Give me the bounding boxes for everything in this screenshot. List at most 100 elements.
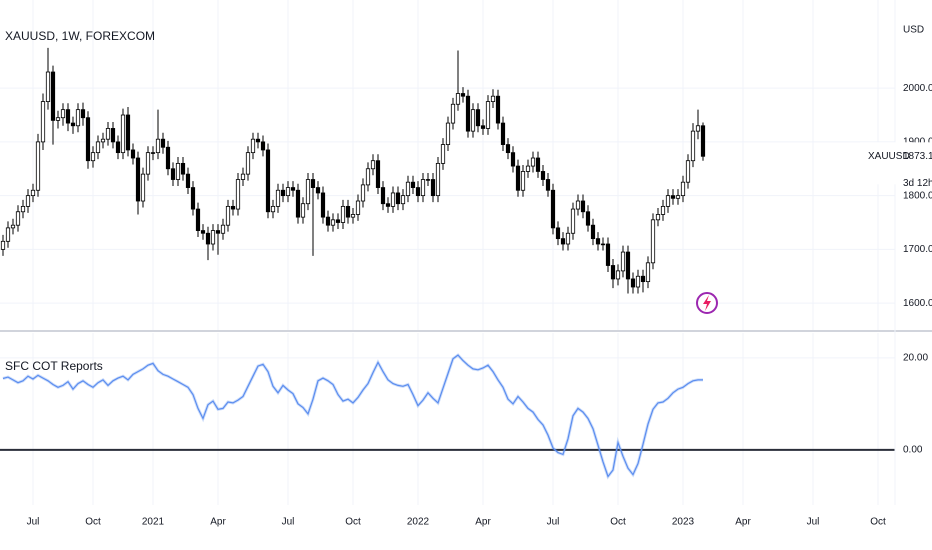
candle-body [165, 146, 171, 170]
candle-body [365, 168, 371, 186]
candle-body [615, 270, 621, 280]
candle-body [265, 149, 271, 213]
candle-body [105, 128, 111, 140]
y-tick-label: 1600.00 [903, 298, 932, 309]
labels: Jul Oct 2021 Apr Jul Oct 2022 Apr Jul Oct 2023 Apr J… [27, 83, 932, 528]
candle-body [55, 117, 61, 121]
x-tick-label: Jul [282, 517, 295, 528]
x-tick-label: Apr [475, 517, 491, 528]
candle-body [230, 205, 236, 210]
candle-body [630, 278, 636, 288]
candle-body [350, 214, 356, 218]
candle-body [100, 138, 106, 143]
candle-body [520, 171, 526, 191]
candle-body [195, 208, 201, 231]
candle-body [30, 189, 36, 197]
candle-body [435, 162, 441, 197]
candle-body [80, 109, 86, 119]
candle-body [395, 192, 401, 205]
candle-body [150, 152, 156, 154]
candle-body [430, 179, 436, 197]
candle-body [385, 203, 391, 207]
candle-body [660, 205, 666, 215]
candle-body [95, 141, 101, 154]
candle-body [25, 195, 31, 207]
candle-body [450, 103, 456, 124]
candle-body [675, 195, 681, 199]
candle-body [605, 243, 611, 266]
y-tick-label: 1800.00 [903, 190, 932, 201]
candle-body [620, 251, 626, 272]
candle-body [655, 214, 661, 221]
x-tick-label: 2023 [672, 517, 695, 528]
x-tick-label: Oct [870, 517, 886, 528]
y-tick-label: 2000.00 [903, 83, 932, 94]
candle-body [75, 109, 81, 127]
candle-body [200, 230, 206, 234]
candle-body [455, 93, 461, 105]
candle-body [180, 162, 186, 175]
candle-body [355, 200, 361, 215]
x-tick-label: Jul [547, 517, 560, 528]
candle-body [390, 192, 396, 207]
candle-body [85, 117, 91, 162]
candle-body [10, 224, 16, 229]
candle-body [575, 200, 581, 210]
candle-body [90, 152, 96, 162]
candle-body [140, 173, 146, 202]
candle-body [70, 122, 76, 127]
candle-body [20, 205, 26, 213]
candle-body [300, 203, 306, 218]
candle-body [210, 230, 216, 245]
candle-body [45, 71, 51, 102]
candle-body [370, 160, 376, 170]
candle-body [155, 138, 161, 154]
candle-body [145, 152, 151, 175]
candle-body [525, 165, 531, 172]
candle-body [565, 232, 571, 245]
candle-body [235, 179, 241, 210]
candle-body [460, 93, 466, 97]
candle-body [270, 205, 276, 213]
x-tick-label: Jul [27, 517, 40, 528]
candle-body [325, 216, 331, 226]
x-tick-label: Apr [735, 517, 751, 528]
indicator-line [2, 354, 703, 478]
candle-body [475, 109, 481, 127]
candle-body [170, 168, 176, 180]
lightning-icon[interactable] [696, 292, 718, 314]
candle-body [310, 179, 316, 188]
candle-body [415, 187, 421, 197]
candle-body [510, 152, 516, 167]
candle-body [215, 230, 221, 234]
candle-body [295, 189, 301, 218]
candle-body [480, 125, 486, 129]
candle-body [305, 179, 311, 205]
x-tick-label: Oct [85, 517, 101, 528]
candle-body [315, 187, 321, 194]
candle-body [175, 162, 181, 180]
y-tick-label: 1900.00 [903, 137, 932, 148]
candle-body [330, 219, 336, 226]
candle-body [670, 195, 676, 199]
candle-body [335, 219, 341, 223]
candle-body [590, 224, 596, 240]
candle-body [190, 187, 196, 210]
candle-body [555, 227, 561, 240]
y-tick-label: 1700.00 [903, 244, 932, 255]
candle-body [285, 187, 291, 197]
candle-body [645, 262, 651, 283]
candle-body [290, 187, 296, 191]
candle-body [570, 208, 576, 234]
indicator-title: SFC COT Reports [5, 359, 103, 373]
candle-body [490, 95, 496, 102]
candle-body [160, 138, 166, 148]
candle-body [380, 187, 386, 205]
icon-bolt [703, 295, 711, 311]
candle-body [665, 195, 671, 207]
x-tick-label: Jul [807, 517, 820, 528]
candle-body [400, 195, 406, 205]
candle-body [35, 141, 41, 191]
x-tick-label: Oct [610, 517, 626, 528]
